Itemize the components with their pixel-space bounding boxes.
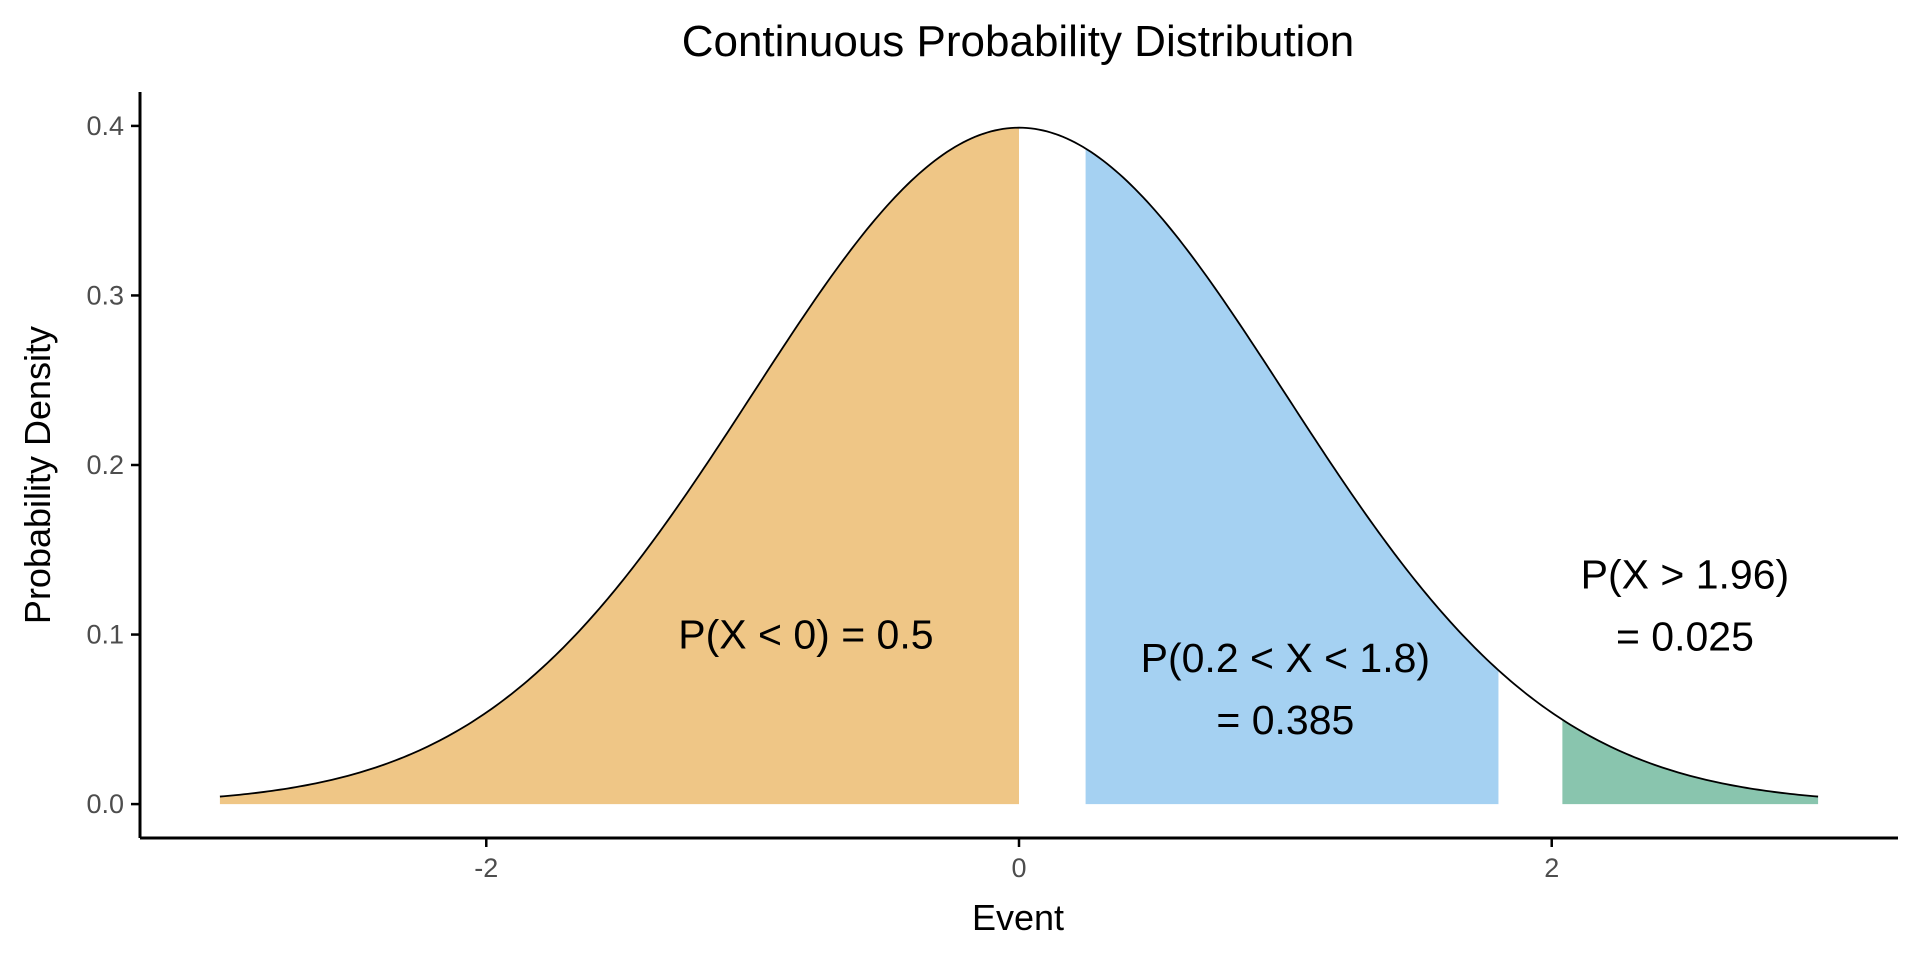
chart-title: Continuous Probability Distribution [682, 17, 1355, 66]
y-tick-label: 0.2 [86, 450, 124, 480]
region-label-1: P(X < 0) = 0.5 [678, 612, 933, 658]
shaded-region-2 [1085, 148, 1499, 805]
y-tick-label: 0.1 [86, 620, 124, 650]
y-axis-title: Probability Density [17, 326, 58, 624]
y-tick-label: 0.4 [86, 111, 124, 141]
x-tick-label: -2 [474, 853, 498, 883]
x-tick-label: 0 [1011, 853, 1026, 883]
y-tick-label: 0.3 [86, 280, 124, 310]
density-curve [219, 126, 1819, 798]
x-axis-title: Event [972, 897, 1064, 938]
region-label-3: P(X > 1.96) [1581, 552, 1790, 598]
y-tick-label: 0.0 [86, 789, 124, 819]
plot-area: 0.0 0.1 0.2 0.3 0.4 -2 0 2 P(X < 0) = 0.5 P(0.2 <… [86, 92, 1898, 883]
shaded-region-1 [219, 127, 1019, 805]
region-label-2: P(0.2 < X < 1.8) [1141, 635, 1430, 681]
region-label-3: = 0.025 [1616, 614, 1754, 660]
shaded-region-3 [1562, 719, 1819, 805]
x-tick-label: 2 [1544, 853, 1559, 883]
region-label-2: = 0.385 [1216, 697, 1354, 743]
